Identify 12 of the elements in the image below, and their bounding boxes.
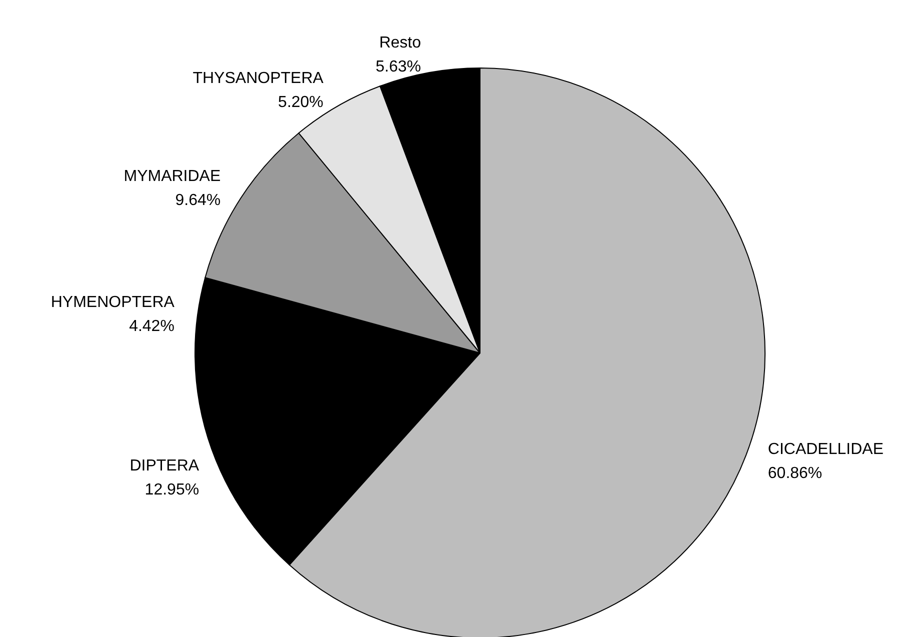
data-label: 4.42% xyxy=(129,318,174,336)
data-label: 9.64% xyxy=(175,192,221,209)
slice-label: DIPTERA xyxy=(130,458,200,475)
slice-label: THYSANOPTERA xyxy=(192,70,324,88)
data-label: 5.20% xyxy=(278,94,324,112)
slice-label: HYMENOPTERA xyxy=(50,294,175,312)
slice-label: CICADELLIDAE xyxy=(768,441,884,458)
data-label: 5.63% xyxy=(376,58,421,76)
data-label: 12.95% xyxy=(144,482,200,499)
slice-label: MYMARIDAE xyxy=(124,168,221,185)
slice-label: Resto xyxy=(379,34,422,52)
data-label: 60.86% xyxy=(768,465,822,482)
